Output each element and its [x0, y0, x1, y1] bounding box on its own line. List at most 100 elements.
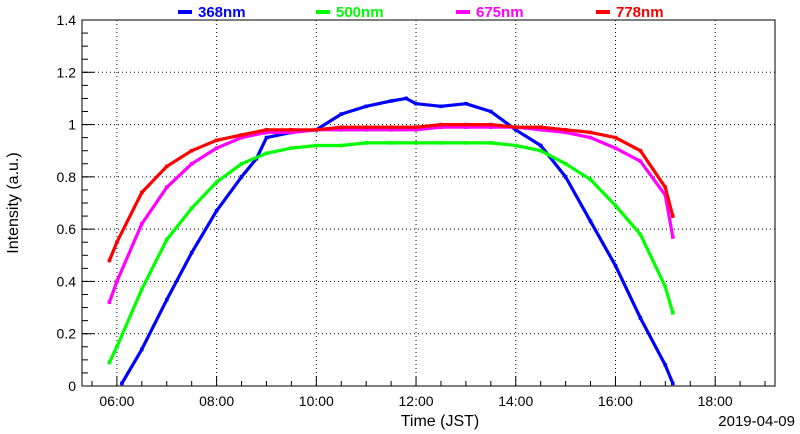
data-point — [140, 190, 144, 195]
data-point — [671, 381, 675, 386]
series-778nm — [107, 122, 675, 263]
data-point — [214, 146, 219, 150]
series-line-368nm — [120, 96, 675, 385]
data-point — [538, 128, 543, 132]
data-point — [239, 133, 244, 137]
data-point — [538, 143, 543, 148]
data-point — [239, 162, 244, 166]
data-point — [107, 360, 112, 365]
date-label: 2019-04-09 — [718, 413, 795, 430]
data-point — [464, 125, 468, 129]
data-point — [513, 128, 518, 132]
data-point — [663, 193, 668, 197]
data-point — [214, 138, 219, 143]
data-point — [289, 130, 294, 135]
data-point — [389, 141, 393, 145]
y-tick-label: 0.4 — [57, 273, 77, 289]
data-point — [389, 125, 393, 129]
legend-label: 675nm — [476, 4, 524, 21]
x-tick-label: 12:00 — [399, 393, 434, 409]
legend-entry-368nm: 368nm — [178, 4, 246, 21]
data-point — [189, 162, 194, 166]
data-point — [364, 104, 368, 109]
data-point — [588, 135, 593, 140]
data-point — [613, 203, 618, 208]
data-point — [264, 130, 269, 135]
y-tick-label: 0.2 — [57, 326, 77, 342]
legend-entry-675nm: 675nm — [456, 4, 524, 21]
data-point — [513, 125, 518, 129]
data-point — [414, 141, 418, 145]
y-tick-label: 1.2 — [57, 64, 77, 80]
data-point — [339, 143, 344, 148]
data-point — [140, 287, 144, 292]
data-point — [140, 347, 144, 352]
data-point — [489, 125, 493, 129]
data-point — [671, 214, 675, 218]
series-368nm — [120, 96, 675, 386]
data-point — [289, 128, 294, 132]
data-point — [439, 122, 443, 127]
data-point — [464, 141, 468, 145]
x-tick-label: 16:00 — [598, 393, 633, 409]
data-point — [189, 148, 194, 153]
data-point — [414, 128, 418, 132]
data-point — [663, 284, 668, 289]
data-point — [289, 146, 294, 150]
data-point — [588, 177, 593, 182]
y-tick-label: 0.8 — [57, 169, 77, 185]
data-point — [671, 311, 675, 315]
data-point — [563, 130, 568, 135]
data-point — [364, 125, 368, 129]
data-point — [120, 381, 124, 386]
data-point — [638, 148, 643, 153]
data-point — [264, 128, 269, 132]
data-point — [489, 122, 493, 127]
data-point — [439, 141, 443, 145]
data-point — [613, 135, 618, 140]
data-point — [414, 125, 418, 129]
data-point — [115, 345, 119, 349]
data-point — [389, 99, 393, 103]
legend-entry-778nm: 778nm — [596, 4, 664, 21]
legend-label: 500nm — [336, 4, 384, 21]
data-point — [613, 146, 618, 150]
data-point — [140, 222, 144, 226]
y-tick-label: 0 — [68, 378, 76, 394]
grid — [82, 20, 775, 386]
data-point — [439, 125, 443, 129]
data-point — [588, 130, 593, 135]
data-point — [663, 363, 668, 367]
legend-entry-500nm: 500nm — [316, 4, 384, 21]
data-point — [115, 279, 119, 284]
data-point — [389, 128, 393, 132]
data-point — [638, 316, 643, 320]
data-point — [638, 159, 643, 163]
data-point — [339, 112, 344, 116]
x-tick-label: 14:00 — [498, 393, 533, 409]
data-point — [239, 175, 244, 179]
x-tick-label: 06:00 — [99, 393, 134, 409]
x-tick-label: 10:00 — [299, 393, 334, 409]
data-point — [638, 232, 643, 237]
series-layer — [107, 96, 675, 386]
series-500nm — [107, 141, 675, 365]
data-point — [214, 209, 219, 213]
data-point — [404, 96, 408, 101]
y-axis-title: Intensity (a.u.) — [5, 152, 22, 253]
legend: 368nm 500nm 675nm 778nm — [178, 4, 664, 21]
data-point — [165, 164, 169, 169]
y-tick-label: 1 — [68, 117, 76, 133]
y-tick-label: 0.6 — [57, 221, 77, 237]
data-point — [663, 185, 668, 190]
data-point — [563, 175, 568, 179]
data-point — [538, 148, 543, 153]
ticks: 06:00 08:00 10:00 12:00 14:00 16:00 18:00 0 0.2 0… — [57, 12, 766, 409]
data-point — [165, 185, 169, 190]
data-point — [414, 101, 418, 106]
data-point — [364, 128, 368, 132]
data-point — [165, 237, 169, 242]
data-point — [439, 104, 443, 109]
data-point — [165, 297, 169, 302]
